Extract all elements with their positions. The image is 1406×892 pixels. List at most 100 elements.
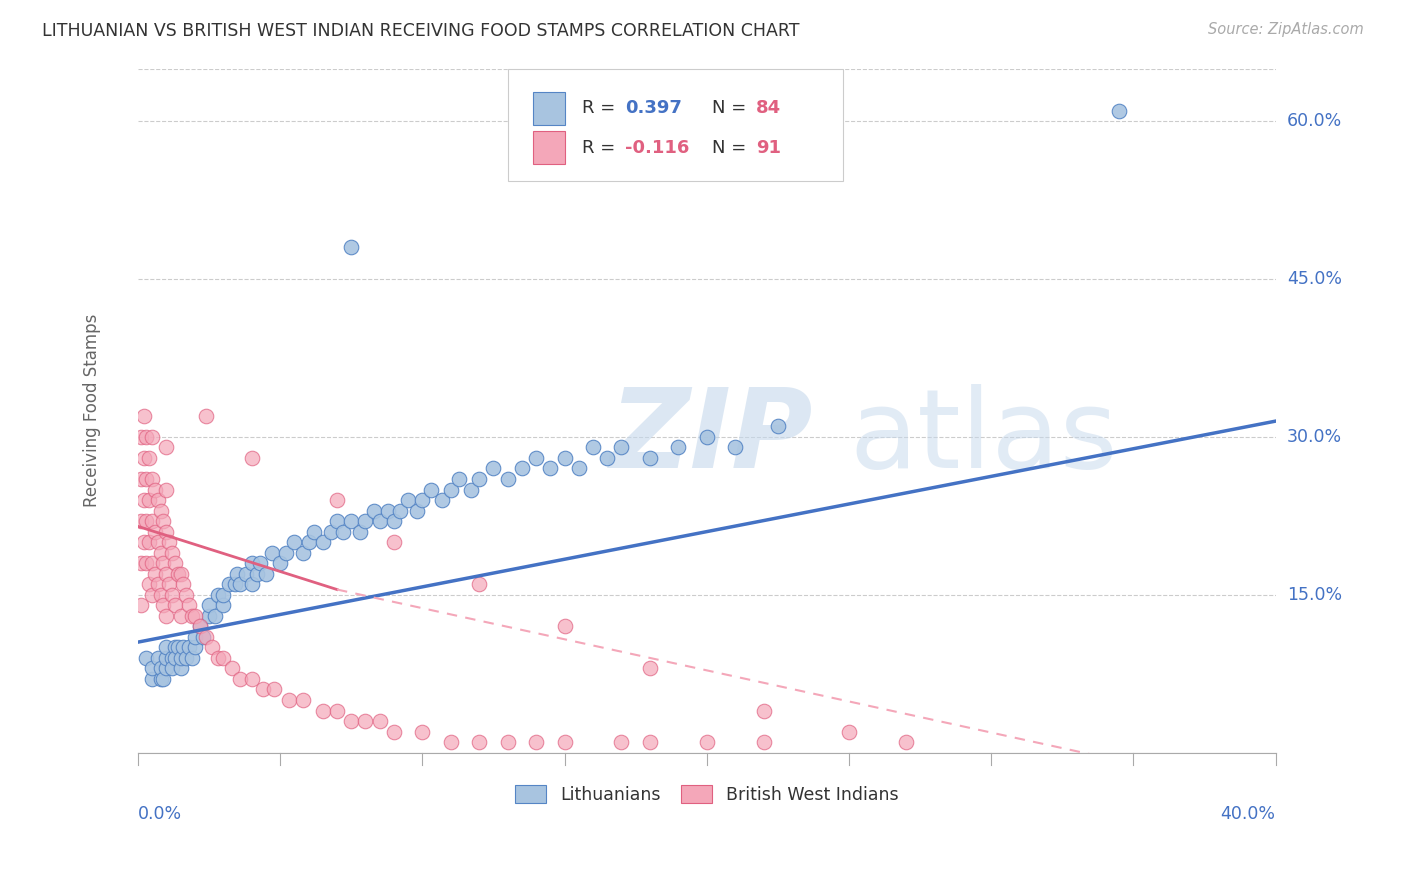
Point bbox=[155, 661, 177, 675]
Point bbox=[460, 483, 482, 497]
Text: 0.0%: 0.0% bbox=[138, 805, 181, 823]
Point bbox=[177, 599, 200, 613]
Point bbox=[169, 566, 191, 581]
Point bbox=[141, 514, 163, 528]
Point bbox=[212, 651, 235, 665]
Point bbox=[177, 640, 200, 655]
Point bbox=[326, 704, 349, 718]
Text: 60.0%: 60.0% bbox=[1286, 112, 1343, 130]
Point bbox=[190, 619, 212, 633]
Point bbox=[152, 599, 174, 613]
Point bbox=[198, 608, 221, 623]
Text: 40.0%: 40.0% bbox=[1220, 805, 1275, 823]
Point bbox=[332, 524, 354, 539]
Point bbox=[184, 608, 207, 623]
Point bbox=[149, 672, 172, 686]
Point bbox=[419, 483, 441, 497]
Point bbox=[382, 724, 405, 739]
Point bbox=[432, 493, 454, 508]
Point bbox=[163, 651, 186, 665]
Text: ZIP: ZIP bbox=[610, 384, 814, 491]
Point bbox=[440, 483, 463, 497]
Point bbox=[146, 651, 169, 665]
Point bbox=[263, 682, 285, 697]
FancyBboxPatch shape bbox=[508, 69, 844, 181]
Point bbox=[838, 724, 860, 739]
Point bbox=[368, 714, 391, 728]
Point bbox=[468, 735, 491, 749]
Point bbox=[235, 566, 257, 581]
Point bbox=[363, 503, 385, 517]
Point bbox=[524, 450, 547, 465]
Point bbox=[132, 409, 155, 423]
Point bbox=[496, 472, 519, 486]
Point bbox=[212, 599, 235, 613]
Point bbox=[312, 535, 335, 549]
Point bbox=[207, 588, 229, 602]
Point bbox=[382, 535, 405, 549]
Point bbox=[297, 535, 319, 549]
Point bbox=[135, 651, 157, 665]
Point bbox=[146, 577, 169, 591]
Point bbox=[135, 514, 157, 528]
Point bbox=[291, 546, 314, 560]
Point bbox=[696, 430, 718, 444]
Text: N =: N = bbox=[713, 99, 752, 117]
Point bbox=[354, 714, 377, 728]
Point bbox=[157, 535, 180, 549]
Point bbox=[181, 651, 204, 665]
Point bbox=[184, 630, 207, 644]
Point bbox=[152, 514, 174, 528]
Point bbox=[166, 640, 188, 655]
Point bbox=[132, 493, 155, 508]
Point bbox=[160, 651, 183, 665]
Point bbox=[638, 661, 661, 675]
Point bbox=[291, 693, 314, 707]
Point bbox=[160, 588, 183, 602]
Point bbox=[260, 546, 283, 560]
Point bbox=[129, 599, 152, 613]
Point bbox=[204, 608, 226, 623]
Point bbox=[193, 630, 215, 644]
Point bbox=[163, 556, 186, 570]
Point bbox=[212, 588, 235, 602]
Point bbox=[181, 608, 204, 623]
Point bbox=[582, 441, 605, 455]
Point bbox=[696, 735, 718, 749]
Point bbox=[554, 450, 576, 465]
Point bbox=[141, 430, 163, 444]
Point bbox=[184, 640, 207, 655]
Point bbox=[172, 577, 194, 591]
Point bbox=[132, 450, 155, 465]
Point bbox=[149, 546, 172, 560]
Point bbox=[382, 514, 405, 528]
Text: 91: 91 bbox=[755, 139, 780, 157]
Point bbox=[135, 472, 157, 486]
Point bbox=[752, 704, 775, 718]
Point bbox=[411, 493, 433, 508]
Text: 0.397: 0.397 bbox=[624, 99, 682, 117]
Point bbox=[155, 640, 177, 655]
Point bbox=[143, 483, 166, 497]
Point bbox=[169, 651, 191, 665]
Point bbox=[354, 514, 377, 528]
Point bbox=[340, 240, 363, 254]
Point bbox=[377, 503, 399, 517]
Point bbox=[169, 661, 191, 675]
Point bbox=[157, 577, 180, 591]
Point bbox=[554, 735, 576, 749]
Text: R =: R = bbox=[582, 139, 620, 157]
Point bbox=[610, 441, 633, 455]
Point bbox=[326, 493, 349, 508]
Point bbox=[141, 588, 163, 602]
Point bbox=[207, 651, 229, 665]
Point bbox=[149, 661, 172, 675]
Point bbox=[149, 503, 172, 517]
Point bbox=[195, 630, 218, 644]
Point bbox=[240, 450, 263, 465]
Point bbox=[496, 735, 519, 749]
Point bbox=[163, 599, 186, 613]
Point bbox=[141, 672, 163, 686]
Point bbox=[138, 535, 160, 549]
Text: atlas: atlas bbox=[849, 384, 1118, 491]
